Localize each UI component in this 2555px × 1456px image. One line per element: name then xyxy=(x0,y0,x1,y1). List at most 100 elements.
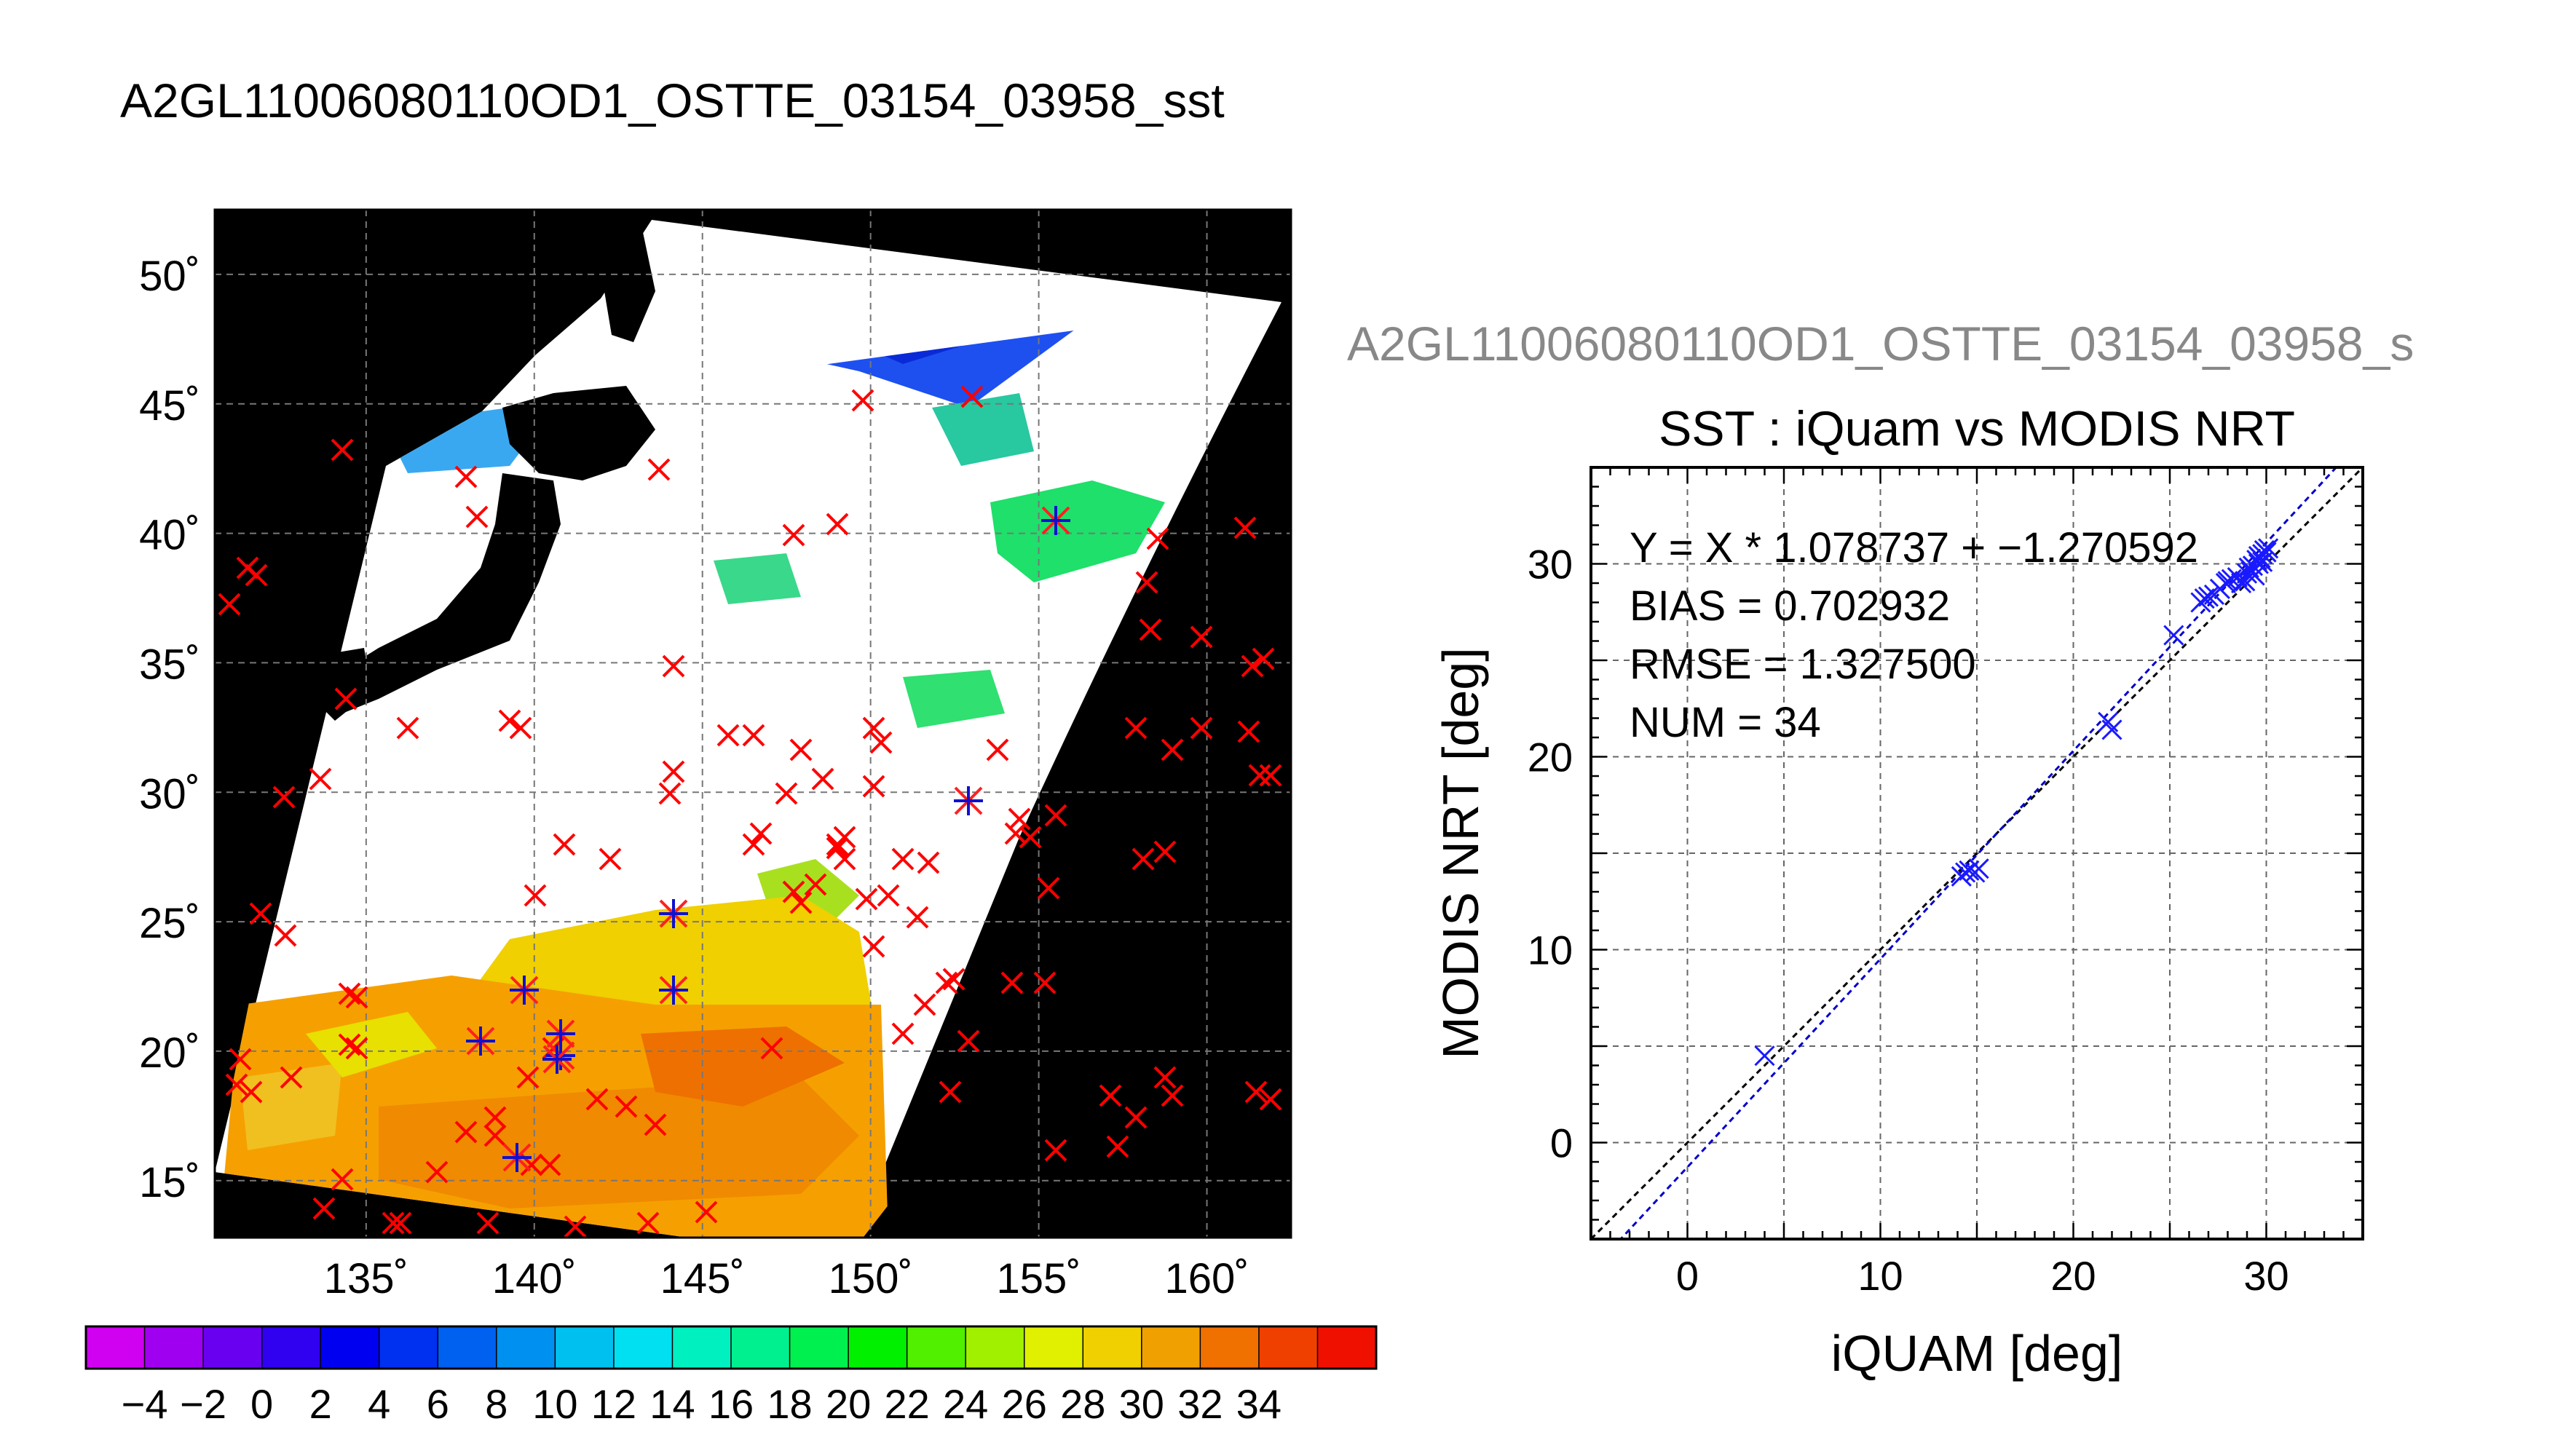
red-marker xyxy=(1044,1139,1067,1162)
red-marker xyxy=(869,731,893,754)
red-marker xyxy=(615,1095,638,1118)
red-marker xyxy=(1019,826,1042,849)
sst-patch xyxy=(714,553,801,604)
red-marker-stroke xyxy=(913,993,936,1016)
blue-marker xyxy=(1041,506,1070,535)
red-marker xyxy=(891,1022,915,1045)
red-marker-stroke xyxy=(272,786,296,809)
red-marker-stroke xyxy=(826,836,849,860)
colorbar-tick-label: 22 xyxy=(884,1381,929,1427)
red-marker xyxy=(862,716,885,740)
red-marker xyxy=(917,851,940,874)
colorbar-tick-label: 30 xyxy=(1119,1381,1164,1427)
scatter-point-stroke xyxy=(1754,1045,1775,1067)
red-marker-stroke xyxy=(782,523,805,547)
red-marker xyxy=(334,687,358,711)
red-marker-stroke xyxy=(775,782,798,805)
red-marker xyxy=(913,993,936,1016)
red-marker-stroke xyxy=(695,1200,718,1224)
red-marker-stroke xyxy=(524,884,547,907)
scatter-point xyxy=(2258,538,2279,559)
red-marker-stroke xyxy=(1259,764,1282,787)
red-marker-stroke xyxy=(826,513,849,536)
red-marker-stroke xyxy=(599,847,622,871)
blue-marker xyxy=(659,976,688,1005)
red-marker xyxy=(1161,738,1184,761)
red-marker xyxy=(939,1080,962,1104)
red-marker-stroke xyxy=(1241,654,1264,678)
red-marker xyxy=(476,1211,499,1235)
lon-tick-label: 145˚ xyxy=(660,1255,745,1302)
red-marker-stroke xyxy=(877,884,900,907)
red-marker xyxy=(760,1037,783,1060)
red-marker-stroke xyxy=(891,1022,915,1045)
scatter-point xyxy=(2163,625,2184,646)
scatter-point-stroke xyxy=(2252,551,2273,572)
buoy-markers xyxy=(218,385,1282,1238)
scatter-point-stroke xyxy=(2248,545,2269,566)
colorbar-segment xyxy=(1083,1326,1142,1369)
red-marker-stroke xyxy=(1153,840,1177,863)
red-marker-stroke xyxy=(1044,1139,1067,1162)
colorbar-tick-label: 6 xyxy=(427,1381,449,1427)
red-marker xyxy=(1132,847,1155,871)
colorbar-tick-label: 18 xyxy=(767,1381,812,1427)
red-marker xyxy=(1244,1080,1268,1104)
red-marker-stroke xyxy=(1135,571,1158,594)
scatter-point xyxy=(2101,719,2122,740)
red-marker xyxy=(826,513,849,536)
red-marker xyxy=(851,389,874,412)
latitude-labels: 15˚ 20˚ 25˚ 30˚ 35˚ 40˚ 45˚ 50˚ xyxy=(139,253,200,1206)
scatter-point-stroke xyxy=(2190,592,2211,613)
red-marker-stroke xyxy=(334,687,358,711)
red-marker xyxy=(382,1211,405,1235)
red-marker xyxy=(1248,764,1271,787)
red-marker-stroke xyxy=(483,1106,507,1129)
red-marker-stroke xyxy=(498,709,521,732)
colorbar-segment xyxy=(1200,1326,1260,1369)
red-marker xyxy=(935,971,958,994)
red-marker-stroke xyxy=(749,822,773,845)
stats-annotation: Y = X * 1.078737 + −1.270592 xyxy=(1630,524,2198,571)
red-marker-stroke xyxy=(1099,1084,1122,1107)
red-marker xyxy=(1008,807,1031,831)
colorbar-segment xyxy=(965,1326,1025,1369)
red-marker xyxy=(1044,804,1067,827)
red-marker xyxy=(826,836,849,860)
red-marker-stroke xyxy=(345,1037,368,1060)
sst-patch xyxy=(641,1026,845,1107)
red-marker-stroke xyxy=(553,833,576,856)
scatter-point xyxy=(2236,563,2258,584)
red-marker-stroke xyxy=(942,968,965,991)
red-marker xyxy=(749,822,773,845)
red-marker-stroke xyxy=(851,389,874,412)
red-marker-stroke xyxy=(585,1088,609,1111)
red-marker xyxy=(454,1120,478,1144)
colorbar-tick-label: 2 xyxy=(309,1381,332,1427)
red-marker-stroke xyxy=(789,891,813,914)
scatter-header: A2GL11006080110OD1_OSTTE_03154_03958_s xyxy=(1347,317,2414,371)
red-marker xyxy=(1146,527,1169,550)
red-marker-stroke xyxy=(454,465,478,488)
red-marker-stroke xyxy=(939,1080,962,1104)
red-marker-stroke xyxy=(960,385,984,408)
red-marker-stroke xyxy=(760,1037,783,1060)
scatter-point xyxy=(2248,545,2269,566)
red-marker-stroke xyxy=(658,782,682,805)
colorbar-tick-label: 20 xyxy=(826,1381,871,1427)
red-marker xyxy=(240,1080,263,1104)
red-marker-stroke xyxy=(425,1160,449,1184)
red-marker-stroke xyxy=(1004,822,1027,845)
scatter-point xyxy=(2238,557,2259,578)
lon-tick-label: 160˚ xyxy=(1164,1255,1249,1302)
red-marker xyxy=(338,1033,361,1056)
red-marker xyxy=(662,760,685,783)
red-marker xyxy=(662,654,685,678)
red-marker-stroke xyxy=(240,1080,263,1104)
red-marker xyxy=(1233,516,1257,539)
x-tick-label: 20 xyxy=(2050,1253,2096,1299)
red-marker xyxy=(585,1088,609,1111)
red-marker xyxy=(465,505,489,529)
red-marker-stroke xyxy=(957,1029,980,1053)
